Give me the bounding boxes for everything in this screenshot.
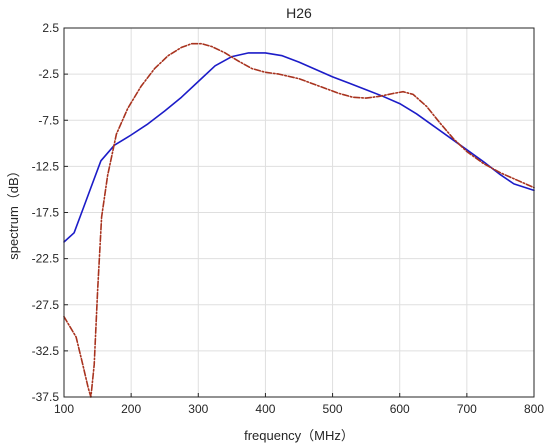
y-tick-label: -2.5 (38, 67, 59, 81)
y-tick-label: -32.5 (32, 344, 60, 358)
series-line-2 (63, 42, 535, 398)
y-tick-label: -22.5 (32, 252, 60, 266)
x-tick-label: 800 (524, 402, 544, 416)
x-tick-label: 600 (390, 402, 410, 416)
x-tick-label: 400 (255, 402, 275, 416)
y-tick-label: -12.5 (32, 159, 60, 173)
x-tick-label: 200 (121, 402, 141, 416)
x-tick-label: 300 (188, 402, 208, 416)
y-tick-label: -17.5 (32, 206, 60, 220)
chart-title: H26 (286, 5, 312, 21)
x-axis-label: frequency（MHz） (244, 428, 354, 443)
y-tick-label: 2.5 (42, 21, 59, 35)
series-layer (63, 42, 535, 398)
y-tick-label: -27.5 (32, 298, 60, 312)
y-axis-label: spectrum（dB） (6, 164, 21, 259)
x-tick-label: 500 (323, 402, 343, 416)
x-tick-label: 100 (54, 402, 74, 416)
x-tick-label: 700 (457, 402, 477, 416)
grid (64, 28, 534, 397)
y-tick-label: -37.5 (32, 390, 60, 404)
y-tick-label: -7.5 (38, 113, 59, 127)
ticks: 100 200 300 400 500 600 700 800 2.5 -2.5 -7.5 -12.5… (32, 21, 545, 416)
